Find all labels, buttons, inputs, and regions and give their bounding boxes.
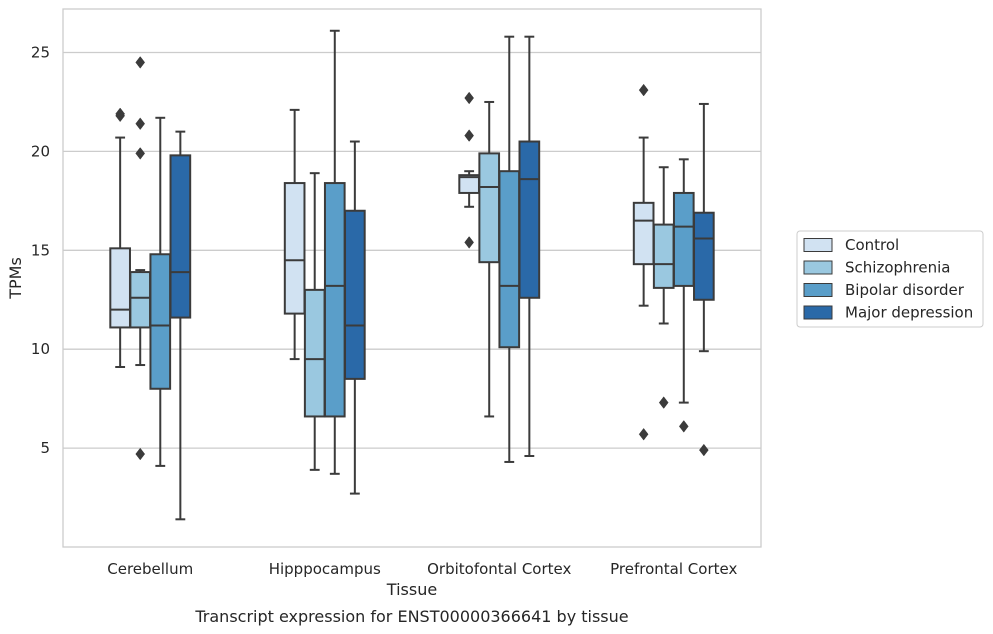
y-axis-label: TPMs: [6, 257, 25, 300]
legend: Control Schizophrenia Bipolar disorder Majo…: [796, 230, 984, 328]
box-body: [693, 211, 715, 301]
y-tick-label: 15: [31, 241, 50, 259]
box-2-2: [498, 35, 521, 463]
box-body: [478, 152, 501, 264]
outlier-point: [678, 420, 689, 433]
x-axis-label: Tissue: [386, 580, 437, 599]
box-body: [169, 154, 192, 319]
box-0-1: [129, 56, 152, 461]
legend-label: Schizophrenia: [845, 259, 950, 277]
outlier-point: [135, 447, 146, 461]
box-3-2: [672, 158, 695, 433]
box-body: [303, 288, 326, 418]
outlier-point: [464, 91, 474, 105]
outlier-point: [638, 83, 649, 97]
outlier-point: [135, 117, 146, 130]
box-body: [518, 140, 541, 299]
box-0-2: [149, 116, 172, 467]
x-tick-label: Hipppocampus: [269, 560, 381, 578]
outlier-point: [135, 56, 146, 69]
box-body: [109, 247, 131, 329]
x-tick-label: Orbitofontal Cortex: [427, 560, 571, 578]
box-body: [498, 170, 521, 349]
box-body: [129, 271, 152, 329]
box-1-2: [323, 29, 346, 475]
legend-label: Major depression: [845, 304, 973, 322]
box-3-1: [652, 166, 675, 409]
box-body: [632, 201, 655, 266]
outlier-point: [135, 147, 146, 160]
box-3-0: [632, 83, 655, 441]
y-tick-label: 25: [31, 44, 50, 62]
legend-swatch: [803, 283, 833, 297]
box-body: [344, 209, 366, 380]
box-body: [652, 223, 675, 289]
box-3-3: [693, 102, 715, 457]
box-body: [149, 253, 172, 390]
box-0-0: [109, 107, 131, 369]
outlier-point: [699, 443, 709, 457]
x-tick-label: Prefrontal Cortex: [610, 560, 737, 578]
box-1-1: [303, 172, 326, 471]
x-tick-label: Cerebellum: [107, 560, 193, 578]
outlier-point: [464, 236, 474, 249]
box-2-1: [478, 100, 501, 418]
x-axis-ticks: Cerebellum Hipppocampus Orbitofontal Corte…: [107, 560, 737, 578]
box-0-3: [169, 130, 192, 521]
y-tick-label: 20: [31, 142, 50, 160]
legend-swatch: [803, 260, 833, 275]
legend-label: Control: [845, 236, 899, 254]
outlier-point: [658, 396, 669, 409]
box-body: [672, 191, 695, 287]
legend-swatch: [803, 305, 833, 320]
chart-caption: Transcript expression for ENST0000036664…: [194, 607, 628, 626]
legend-frame: [796, 230, 984, 328]
outlier-point: [638, 427, 649, 441]
box-2-3: [518, 35, 541, 458]
legend-label: Bipolar disorder: [845, 281, 965, 299]
legend-swatch: [803, 238, 833, 252]
box-body: [323, 182, 346, 418]
box-1-3: [344, 140, 366, 495]
plot-frame: [62, 8, 762, 548]
box-2-0: [458, 91, 480, 249]
outlier-point: [115, 107, 125, 121]
y-axis-ticks: 5 10 15 20 25: [31, 44, 50, 458]
box-body: [283, 182, 306, 315]
boxes: [109, 29, 715, 521]
y-tick-label: 10: [31, 340, 50, 358]
outlier-point: [464, 129, 474, 142]
box-1-0: [283, 108, 306, 361]
y-tick-label: 5: [40, 439, 50, 457]
